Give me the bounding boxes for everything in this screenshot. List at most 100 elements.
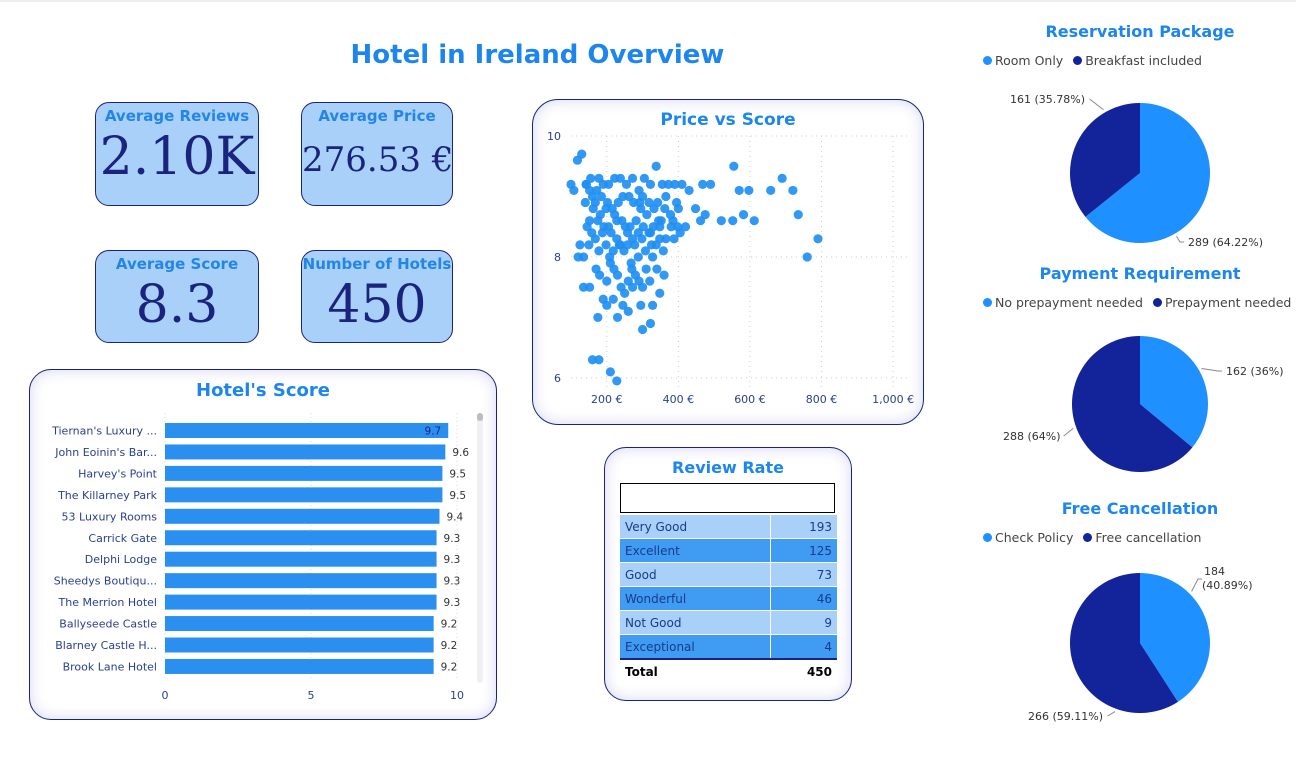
scatter-point[interactable] <box>590 197 600 208</box>
kpi-average-score[interactable]: Average Score 8.3 <box>95 250 259 343</box>
score-bar[interactable] <box>165 423 449 438</box>
scatter-point[interactable] <box>603 222 614 232</box>
scatter-point[interactable] <box>660 203 670 214</box>
scatter-point[interactable] <box>659 270 669 280</box>
legend-item[interactable]: Breakfast included <box>1085 53 1202 68</box>
score-bar[interactable] <box>165 551 437 567</box>
scatter-point[interactable] <box>744 185 754 196</box>
scatter-point[interactable] <box>638 222 648 232</box>
scatter-point[interactable] <box>716 216 726 226</box>
scatter-point[interactable] <box>652 264 662 274</box>
scatter-point[interactable] <box>618 191 628 202</box>
scatter-point[interactable] <box>612 270 623 280</box>
scatter-point[interactable] <box>661 191 671 202</box>
scatter-point[interactable] <box>621 179 632 189</box>
score-bar[interactable] <box>165 530 437 546</box>
scatter-point[interactable] <box>646 240 657 250</box>
scatter-point[interactable] <box>677 179 687 189</box>
scatter-point[interactable] <box>594 355 604 365</box>
scatter-point[interactable] <box>614 240 624 250</box>
scatter-point[interactable] <box>813 234 823 244</box>
scatter-point[interactable] <box>680 222 691 232</box>
scatter-point[interactable] <box>777 173 787 183</box>
scatter-point[interactable] <box>605 367 615 377</box>
scatter-point[interactable] <box>690 203 701 214</box>
scatter-point[interactable] <box>629 197 639 208</box>
score-bar[interactable] <box>165 573 437 589</box>
score-bar[interactable] <box>165 487 443 503</box>
scatter-point[interactable] <box>594 246 604 256</box>
scatter-point[interactable] <box>633 228 643 238</box>
scatter-point[interactable] <box>627 282 638 292</box>
scatter-point[interactable] <box>636 300 646 310</box>
scatter-point[interactable] <box>637 324 648 335</box>
scatter-point[interactable] <box>648 300 658 310</box>
scatter-point[interactable] <box>661 234 671 244</box>
scatter-point[interactable] <box>566 179 576 189</box>
scatter-point[interactable] <box>584 240 594 250</box>
scatter-point[interactable] <box>585 282 595 292</box>
scatter-point[interactable] <box>655 288 665 298</box>
scatter-point[interactable] <box>633 252 643 262</box>
score-bar[interactable] <box>165 508 440 524</box>
scatter-point[interactable] <box>645 179 656 189</box>
legend-item[interactable]: Room Only <box>995 53 1064 68</box>
pie-slice[interactable] <box>1085 103 1210 243</box>
scatter-point[interactable] <box>580 197 590 208</box>
scatter-point[interactable] <box>642 210 652 220</box>
scrollbar-thumb[interactable] <box>477 413 483 421</box>
scatter-point[interactable] <box>622 240 633 250</box>
scatter-point[interactable] <box>587 355 598 365</box>
scatter-point[interactable] <box>596 191 607 202</box>
score-bar[interactable] <box>165 594 437 610</box>
kpi-average-reviews[interactable]: Average Reviews 2.10K <box>95 102 259 206</box>
scatter-point[interactable] <box>648 222 658 232</box>
scatter-point[interactable] <box>728 216 738 226</box>
scatter-point[interactable] <box>623 306 633 316</box>
scatter-point[interactable] <box>663 179 673 189</box>
scatter-point[interactable] <box>602 300 612 310</box>
table-row[interactable]: Good 73 <box>620 562 837 587</box>
score-bar[interactable] <box>165 616 434 632</box>
scatter-point[interactable] <box>684 185 694 196</box>
scatter-point[interactable] <box>605 258 615 268</box>
scatter-point[interactable] <box>641 264 651 274</box>
scatter-point[interactable] <box>648 252 658 262</box>
scatter-point[interactable] <box>597 228 608 238</box>
legend-item[interactable]: Free cancellation <box>1095 530 1202 545</box>
scatter-point[interactable] <box>573 252 583 262</box>
scatter-point[interactable] <box>601 240 611 250</box>
table-row[interactable]: Very Good 193 <box>620 515 837 539</box>
scatter-point[interactable] <box>673 222 683 232</box>
scatter-point[interactable] <box>749 216 759 226</box>
scatter-point[interactable] <box>608 294 618 304</box>
scatter-point[interactable] <box>634 276 644 286</box>
scatter-point[interactable] <box>585 216 595 226</box>
scatter-point[interactable] <box>601 203 611 214</box>
scatter-point[interactable] <box>593 216 603 226</box>
score-bar[interactable] <box>165 658 434 674</box>
scatter-point[interactable] <box>700 210 710 220</box>
pie-slice[interactable] <box>1070 573 1178 713</box>
scatter-point[interactable] <box>788 185 798 196</box>
scatter-point[interactable] <box>651 161 661 171</box>
score-bar[interactable] <box>165 444 446 460</box>
scatter-point[interactable] <box>593 312 603 323</box>
scatter-point[interactable] <box>645 276 655 286</box>
scatter-point[interactable] <box>612 376 622 386</box>
table-row[interactable]: Not Good 9 <box>620 610 837 635</box>
kpi-number-of-hotels[interactable]: Number of Hotels 450 <box>301 250 453 343</box>
scatter-point[interactable] <box>802 252 812 262</box>
scatter-point[interactable] <box>738 210 749 220</box>
scatter-point[interactable] <box>627 173 638 183</box>
scatter-point[interactable] <box>612 312 623 323</box>
scatter-point[interactable] <box>734 185 744 196</box>
scatter-point[interactable] <box>636 203 646 214</box>
pie-slice[interactable] <box>1140 336 1208 448</box>
scatter-point[interactable] <box>637 191 648 202</box>
table-row[interactable]: Exceptional 4 <box>620 634 837 660</box>
legend-item[interactable]: Prepayment needed <box>1164 295 1292 310</box>
scatter-point[interactable] <box>595 270 605 280</box>
scatter-point[interactable] <box>631 216 641 226</box>
scatter-point[interactable] <box>658 246 668 256</box>
